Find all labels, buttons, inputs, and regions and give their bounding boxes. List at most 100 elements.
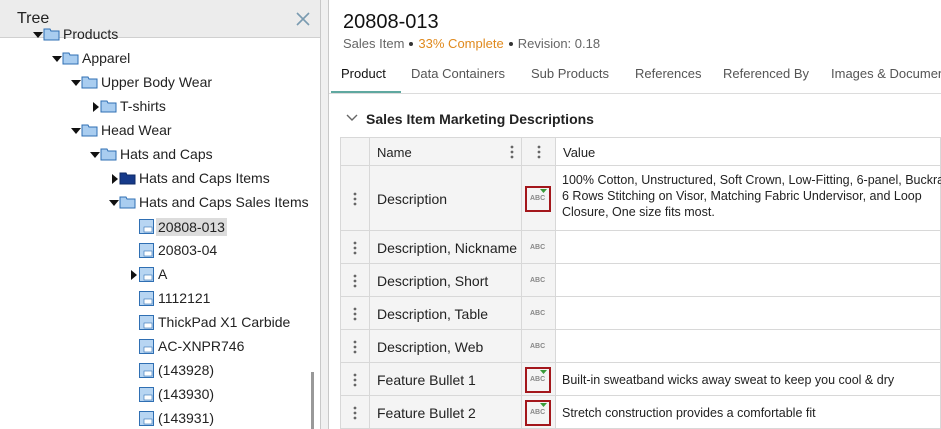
status-marker [540, 188, 547, 193]
collapse-chevron[interactable] [346, 113, 358, 123]
item-icon [139, 411, 154, 426]
table-cell [556, 137, 941, 166]
tree-node[interactable]: (143930) [158, 386, 215, 402]
table-cell [370, 330, 522, 363]
item-icon [139, 363, 154, 378]
drag-handle[interactable] [353, 340, 357, 354]
item-title: 20808-013 [343, 11, 439, 33]
table-cell [340, 330, 370, 363]
section-title: Sales Item Marketing Descriptions [366, 111, 594, 127]
expander[interactable] [33, 31, 43, 39]
type-icon-label: ABC [530, 276, 546, 284]
type-icon[interactable]: ABC [525, 268, 551, 294]
folder-icon [43, 28, 60, 41]
table-cell [522, 297, 556, 330]
tree-node[interactable]: ThickPad X1 Carbide [158, 314, 291, 330]
attribute-value[interactable]: Built-in sweatband wicks away sweat to k… [562, 372, 895, 387]
separator [409, 41, 414, 46]
column-header[interactable]: Name [377, 145, 412, 160]
type-icon[interactable]: ABC [525, 185, 551, 212]
expander[interactable] [109, 199, 119, 207]
tree-node[interactable]: T-shirts [120, 98, 166, 114]
folder-icon [119, 196, 136, 209]
scrollbar[interactable] [311, 372, 314, 429]
tree-node[interactable]: Hats and Caps [120, 146, 213, 162]
column-menu[interactable] [510, 145, 514, 159]
drag-handle[interactable] [353, 307, 357, 321]
separator [508, 41, 513, 46]
attribute-name: Feature Bullet 2 [377, 404, 476, 421]
tab[interactable]: Sub Products [531, 66, 610, 81]
tree-node[interactable]: Upper Body Wear [101, 74, 213, 90]
type-icon-label: ABC [530, 342, 546, 350]
tree-node[interactable]: (143928) [158, 362, 215, 378]
type-icon[interactable]: ABC [525, 301, 551, 327]
tab-indicator [331, 91, 401, 93]
detail-panel: 20808-013 Sales Item 33% Complete Revision… [329, 0, 941, 429]
drag-handle[interactable] [353, 241, 357, 255]
table-cell [522, 231, 556, 264]
expander[interactable] [52, 55, 62, 63]
type-icon-label: ABC [530, 408, 546, 416]
tab[interactable]: Data Containers [411, 66, 505, 81]
tree-node[interactable]: A [158, 266, 168, 282]
table-cell [556, 297, 941, 330]
type-icon-label: ABC [530, 243, 546, 251]
tree-node[interactable]: Apparel [82, 50, 131, 66]
tree-node[interactable]: 20808-013 [156, 218, 227, 236]
tree-node[interactable]: Hats and Caps Sales Items [139, 194, 309, 210]
attribute-name: Description, Web [377, 338, 484, 355]
column-menu[interactable] [537, 145, 541, 159]
table-cell [522, 330, 556, 363]
attribute-value[interactable]: Stretch construction provides a comforta… [562, 405, 816, 420]
expander[interactable] [71, 127, 81, 135]
type-icon[interactable]: ABC [525, 399, 551, 426]
item-icon [139, 243, 154, 258]
close-button[interactable] [295, 11, 311, 27]
tree-node[interactable]: Hats and Caps Items [139, 170, 270, 186]
expander[interactable] [90, 151, 100, 159]
table-cell [370, 363, 522, 396]
column-header[interactable]: Value [563, 145, 596, 160]
table-cell [370, 231, 522, 264]
tree-node[interactable]: AC-XNPR746 [158, 338, 245, 354]
tree-node[interactable]: Head Wear [101, 122, 172, 138]
table-cell [556, 264, 941, 297]
table-cell [522, 264, 556, 297]
drag-handle[interactable] [353, 373, 357, 387]
tab[interactable]: Images & Documents [831, 66, 941, 81]
tree-panel: Tree Products Apparel Upper Body Wear T-shi… [0, 0, 321, 429]
attribute-name: Description, Short [377, 272, 489, 289]
meta-item: Sales Item [343, 36, 405, 51]
tree-node[interactable]: 1112121 [158, 290, 211, 306]
table-cell [370, 297, 522, 330]
table-cell [340, 137, 370, 166]
item-icon [139, 267, 154, 282]
attribute-value[interactable]: 100% Cotton, Unstructured, Soft Crown, L… [562, 173, 941, 219]
table-cell [340, 166, 370, 231]
tree-node[interactable]: 20803-04 [158, 242, 218, 258]
drag-handle[interactable] [353, 274, 357, 288]
item-icon [139, 219, 154, 234]
tab[interactable]: Product [341, 66, 386, 81]
drag-handle[interactable] [353, 192, 357, 206]
tree-title: Tree [17, 10, 50, 27]
folder-icon [100, 148, 117, 161]
type-icon[interactable]: ABC [525, 366, 551, 393]
folder-icon [119, 172, 136, 185]
tree-node[interactable]: Products [63, 26, 119, 42]
expander[interactable] [130, 270, 138, 280]
type-icon[interactable]: ABC [525, 235, 551, 261]
expander[interactable] [92, 102, 100, 112]
expander[interactable] [111, 174, 119, 184]
folder-icon [81, 76, 98, 89]
type-icon[interactable]: ABC [525, 334, 551, 360]
expander[interactable] [71, 79, 81, 87]
folder-icon [62, 52, 79, 65]
table-cell [370, 137, 522, 166]
drag-handle[interactable] [353, 406, 357, 420]
splitter[interactable] [321, 0, 329, 429]
tree-node[interactable]: (143931) [158, 410, 215, 426]
tab[interactable]: References [635, 66, 702, 81]
tab[interactable]: Referenced By [723, 66, 809, 81]
